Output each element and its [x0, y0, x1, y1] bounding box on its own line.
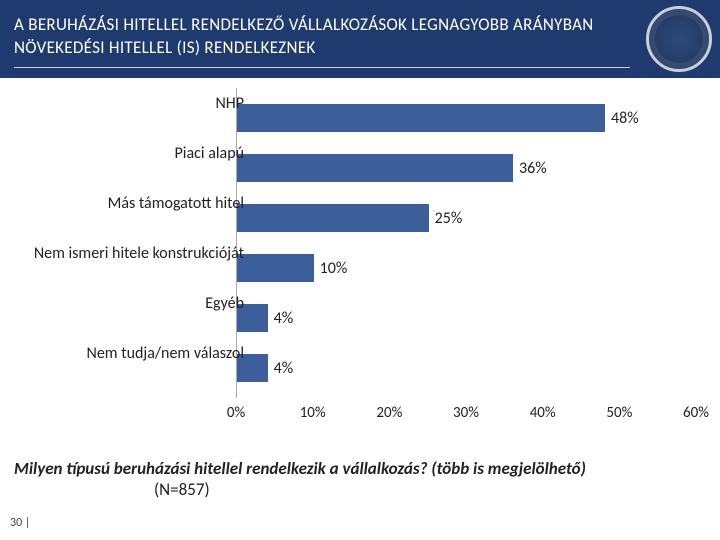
- footer-question: Milyen típusú beruházási hitellel rendel…: [14, 458, 700, 501]
- bar-value: 10%: [316, 254, 348, 282]
- x-tick-label: 0%: [227, 404, 245, 422]
- plot-area: 48% 36% 25% 10% 4% 4%: [236, 88, 696, 398]
- page-title: A BERUHÁZÁSI HITELLEL RENDELKEZŐ VÁLLALK…: [14, 14, 640, 60]
- logo-seal: [646, 6, 712, 72]
- sample-size: (N=857): [154, 479, 210, 500]
- bar-label: Nem ismeri hitele konstrukcióját: [24, 245, 250, 263]
- x-tick-label: 30%: [453, 404, 479, 422]
- bar-value: 25%: [431, 204, 463, 232]
- slide-number: 30 |: [10, 516, 30, 530]
- question-text: Milyen típusú beruházási hitellel rendel…: [14, 458, 586, 479]
- bar: [237, 154, 513, 182]
- bar-label: Más támogatott hitel: [24, 195, 250, 213]
- x-tick-label: 60%: [683, 404, 709, 422]
- bar-value: 36%: [515, 154, 547, 182]
- slide: A BERUHÁZÁSI HITELLEL RENDELKEZŐ VÁLLALK…: [0, 0, 720, 540]
- bar-value: 48%: [607, 104, 639, 132]
- bar-label: Piaci alapú: [24, 145, 250, 163]
- x-tick-label: 40%: [530, 404, 556, 422]
- title-underline: [14, 67, 630, 68]
- bar-label: Egyéb: [24, 295, 250, 313]
- bar-value: 4%: [270, 354, 294, 382]
- bar-value: 4%: [270, 304, 294, 332]
- bar: [237, 104, 605, 132]
- bar-chart: 48% 36% 25% 10% 4% 4% 0% 10% 20% 30% 40% 50% 60% NH…: [0, 78, 720, 438]
- bar: [237, 204, 429, 232]
- x-tick-label: 20%: [376, 404, 402, 422]
- bar-label: Nem tudja/nem válaszol: [24, 345, 250, 363]
- x-tick-label: 10%: [300, 404, 326, 422]
- x-tick-label: 50%: [606, 404, 632, 422]
- header-bar: A BERUHÁZÁSI HITELLEL RENDELKEZŐ VÁLLALK…: [0, 0, 720, 78]
- bar-label: NHP: [24, 95, 250, 113]
- x-axis: 0%10%20%30%40%50%60%: [236, 398, 696, 428]
